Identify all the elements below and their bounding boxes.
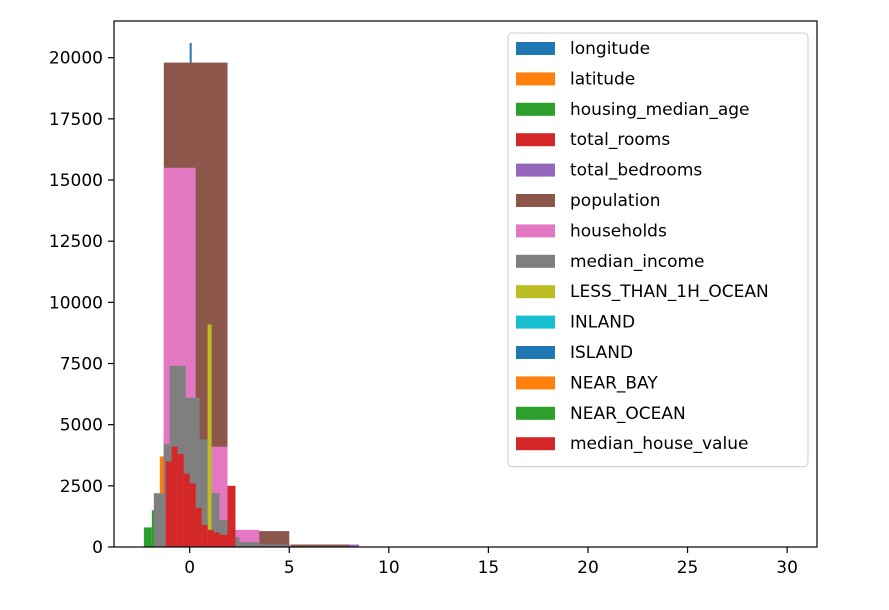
legend-label: median_income: [570, 252, 705, 272]
bar-13-8: [213, 532, 220, 547]
y-tick-label: 10000: [49, 293, 103, 313]
bar-7-9: [259, 544, 290, 547]
x-tick-label: 5: [284, 558, 295, 578]
legend-swatch: [516, 254, 555, 268]
legend-label: housing_median_age: [570, 100, 750, 120]
legend-swatch: [516, 102, 555, 116]
legend-label: NEAR_BAY: [570, 373, 658, 393]
y-tick-label: 5000: [60, 416, 103, 436]
bar-5-2: [289, 544, 349, 547]
legend-swatch: [516, 194, 555, 207]
bar-13-10: [227, 485, 236, 547]
legend-label: ISLAND: [570, 343, 633, 363]
bar-7-6: [219, 520, 230, 547]
bar-7-0: [153, 493, 164, 547]
bar-13-6: [201, 524, 208, 547]
legend-label: households: [570, 221, 667, 241]
bar-13-9: [219, 534, 228, 547]
y-tick-label: 7500: [60, 355, 103, 375]
series-13: [165, 446, 236, 547]
legend-label: longitude: [570, 39, 650, 59]
x-tick-label: 15: [478, 558, 500, 578]
legend: longitude latitude housing_median_agetotal…: [507, 32, 809, 468]
bar-7-8: [239, 542, 260, 547]
y-tick-label: 15000: [49, 171, 103, 191]
series-8: [207, 324, 212, 547]
x-tick-label: 20: [577, 558, 599, 578]
x-tick-label: 25: [677, 558, 699, 578]
bars-layer: [143, 43, 359, 548]
bar-13-4: [189, 483, 196, 547]
legend-swatch: [516, 315, 555, 329]
y-tick-label: 0: [92, 538, 103, 558]
bar-2-0: [143, 527, 152, 547]
bar-7-4: [199, 439, 210, 547]
legend-swatch: [516, 376, 555, 390]
bar-7-5: [209, 493, 220, 547]
legend-swatch: [516, 224, 555, 238]
legend-swatch: [516, 406, 555, 420]
legend-label: population: [570, 191, 660, 211]
x-tick-label: 10: [378, 558, 400, 578]
legend-label: total_rooms: [570, 130, 670, 150]
y-tick-label: 12500: [49, 232, 103, 252]
bar-13-1: [171, 446, 178, 547]
legend-swatch: [516, 346, 555, 359]
legend-swatch: [516, 163, 555, 177]
legend-swatch: [516, 72, 555, 86]
bar-13-0: [165, 461, 172, 547]
legend-box: [507, 32, 809, 468]
legend-swatch: [516, 42, 555, 55]
legend-label: LESS_THAN_1H_OCEAN: [570, 282, 769, 302]
legend-label: median_house_value: [570, 434, 748, 454]
bar-13-2: [177, 454, 184, 547]
legend-swatch: [516, 285, 555, 299]
legend-label: INLAND: [570, 313, 635, 333]
x-tick-label: 30: [776, 558, 798, 578]
y-tick-label: 20000: [49, 49, 103, 69]
bar-13-7: [207, 529, 214, 547]
y-tick-label: 17500: [49, 110, 103, 130]
legend-label: NEAR_OCEAN: [570, 404, 686, 424]
bar-13-5: [195, 507, 202, 547]
x-tick-label: 0: [184, 558, 195, 578]
legend-swatch: [516, 133, 555, 147]
bar-13-3: [183, 473, 190, 547]
legend-label: total_bedrooms: [570, 161, 702, 181]
legend-swatch: [516, 437, 555, 451]
axes-layer: 0 5 10 15 20 25 30 0 2500 5000 7500 10000 12500 15000…: [49, 49, 798, 578]
bar-8-1: [207, 324, 212, 547]
legend-label: latitude: [570, 69, 635, 89]
y-tick-label: 2500: [60, 477, 103, 497]
plot-frame: [113, 20, 818, 548]
